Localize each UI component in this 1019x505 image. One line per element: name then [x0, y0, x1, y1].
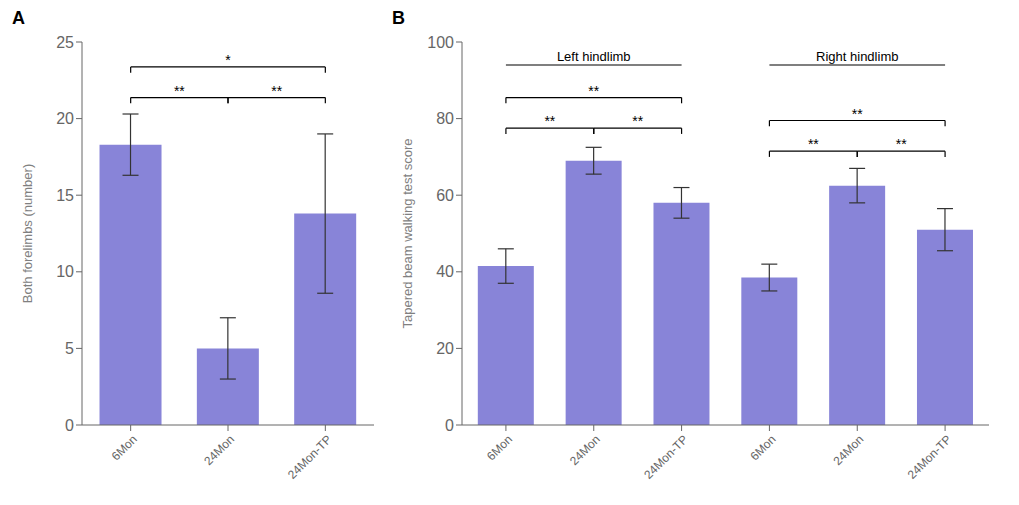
svg-text:6Mon: 6Mon — [484, 432, 515, 463]
svg-text:**: ** — [632, 113, 643, 129]
svg-text:Both forelimbs (number): Both forelimbs (number) — [20, 164, 35, 303]
svg-text:**: ** — [544, 113, 555, 129]
html-text:B: B — [392, 8, 405, 28]
svg-text:24Mon: 24Mon — [831, 432, 867, 468]
svg-text:0: 0 — [445, 417, 454, 434]
svg-text:15: 15 — [56, 187, 74, 204]
svg-text:**: ** — [271, 83, 282, 99]
svg-text:0: 0 — [65, 417, 74, 434]
svg-text:**: ** — [174, 83, 185, 99]
svg-text:**: ** — [808, 136, 819, 152]
svg-text:25: 25 — [56, 34, 74, 51]
svg-text:**: ** — [896, 136, 907, 152]
svg-text:20: 20 — [436, 340, 454, 357]
svg-text:24Mon-TP: 24Mon-TP — [285, 432, 335, 482]
svg-text:100: 100 — [427, 34, 454, 51]
svg-text:Left hindlimb: Left hindlimb — [557, 49, 631, 64]
svg-text:*: * — [225, 52, 231, 68]
svg-text:**: ** — [588, 83, 599, 99]
svg-text:60: 60 — [436, 187, 454, 204]
svg-text:5: 5 — [65, 340, 74, 357]
svg-text:20: 20 — [56, 110, 74, 127]
html-text:A: A — [12, 8, 25, 28]
svg-text:10: 10 — [56, 263, 74, 280]
svg-text:**: ** — [852, 106, 863, 122]
svg-text:24Mon: 24Mon — [201, 432, 237, 468]
svg-text:24Mon: 24Mon — [567, 432, 603, 468]
svg-text:80: 80 — [436, 110, 454, 127]
svg-text:Right hindlimb: Right hindlimb — [816, 49, 898, 64]
svg-text:40: 40 — [436, 263, 454, 280]
svg-text:6Mon: 6Mon — [747, 432, 778, 463]
svg-text:6Mon: 6Mon — [109, 432, 140, 463]
svg-text:24Mon-TP: 24Mon-TP — [641, 432, 691, 482]
svg-text:24Mon-TP: 24Mon-TP — [905, 432, 955, 482]
svg-text:Tapered beam walking test scor: Tapered beam walking test score — [400, 138, 415, 328]
